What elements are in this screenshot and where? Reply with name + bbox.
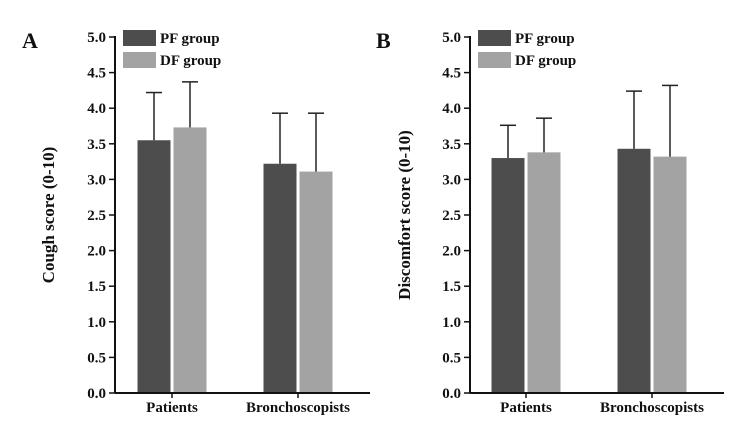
panel-a-ytick-label-10: 5.0 — [87, 30, 106, 46]
panel-b-ytick-label-6: 3.0 — [442, 172, 461, 188]
panel-a-ytick-label-2: 1.0 — [87, 315, 106, 331]
panel-b-ytick-label-7: 3.5 — [442, 137, 461, 153]
panel-a-ytick-label-6: 3.0 — [87, 172, 106, 188]
panel-a-legend-label-pf: PF group — [160, 31, 220, 47]
panel-a-y-axis-title: Cough score (0-10) — [39, 147, 58, 284]
panel-a-legend-label-df: DF group — [160, 53, 221, 69]
panel-a-ytick-label-8: 4.0 — [87, 101, 106, 117]
panel-b-category-label-0: Patients — [500, 400, 552, 416]
panel-a-ytick-label-5: 2.5 — [87, 208, 106, 224]
panel-b-ytick-label-2: 1.0 — [442, 315, 461, 331]
panel-a-ytick-label-3: 1.5 — [87, 279, 106, 295]
panel-a-ytick-label-9: 4.5 — [87, 66, 106, 82]
panel-b-category-label-1: Bronchoscopists — [600, 400, 704, 416]
panel-a-category-label-1: Bronchoscopists — [246, 400, 350, 416]
panel-b-letter: B — [376, 28, 391, 53]
panel-b-bar-df-0 — [527, 152, 561, 393]
panel-a-bar-df-0 — [173, 127, 207, 393]
panel-b-legend-label-pf: PF group — [515, 31, 575, 47]
panel-a-bar-df-1 — [299, 171, 333, 393]
panel-b-ytick-label-0: 0.0 — [442, 386, 461, 402]
panel-b-ytick-label-5: 2.5 — [442, 208, 461, 224]
panel-b-bar-pf-1 — [617, 148, 651, 393]
panel-a-ytick-label-0: 0.0 — [87, 386, 106, 402]
panel-a-legend-swatch-df — [123, 52, 156, 68]
panel-b-ytick-label-9: 4.5 — [442, 66, 461, 82]
panel-b-ytick-label-4: 2.0 — [442, 244, 461, 260]
panel-a-legend-swatch-pf — [123, 30, 156, 46]
panel-b-legend-swatch-df — [478, 52, 511, 68]
panel-a-bar-pf-1 — [263, 163, 297, 393]
panel-b-ytick-label-1: 0.5 — [442, 350, 461, 366]
panel-a-ytick-label-7: 3.5 — [87, 137, 106, 153]
panel-b-ytick-label-8: 4.0 — [442, 101, 461, 117]
panel-b-bar-pf-0 — [491, 158, 525, 393]
panel-b-legend-label-df: DF group — [515, 53, 576, 69]
panel-a-letter: A — [22, 28, 38, 53]
panel-b-ytick-label-3: 1.5 — [442, 279, 461, 295]
panel-b-legend-swatch-pf — [478, 30, 511, 46]
panel-a-bar-pf-0 — [137, 140, 171, 393]
panel-a-ytick-label-1: 0.5 — [87, 350, 106, 366]
panel-b-bar-df-1 — [653, 156, 687, 393]
panel-a-ytick-label-4: 2.0 — [87, 244, 106, 260]
panel-b-y-axis-title: Discomfort score (0-10) — [395, 130, 414, 300]
panel-a-category-label-0: Patients — [146, 400, 198, 416]
panel-b-ytick-label-10: 5.0 — [442, 30, 461, 46]
